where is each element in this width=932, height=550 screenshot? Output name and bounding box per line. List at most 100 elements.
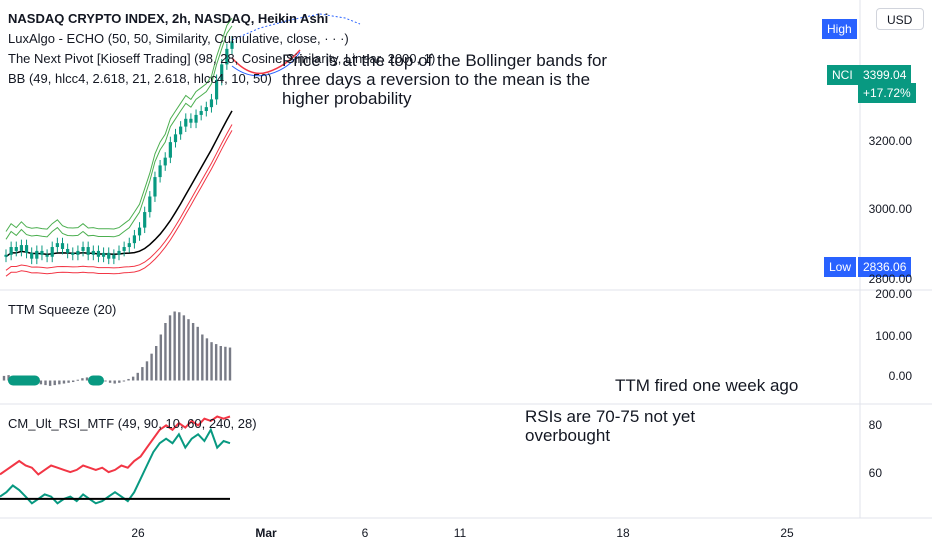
ttm-bar <box>178 312 181 381</box>
candle-body <box>55 243 59 248</box>
ttm-bar <box>2 375 6 381</box>
ttm-pane-label[interactable]: TTM Squeeze (20) <box>8 302 117 317</box>
bollinger-annotation-line-2: three days a reversion to the mean is th… <box>282 70 591 89</box>
candle-body <box>143 212 147 228</box>
candle-body <box>220 64 224 80</box>
ttm-bar <box>108 380 112 383</box>
bb-upper-inner <box>5 25 233 240</box>
candle-body <box>137 227 142 236</box>
indicator-echo-label[interactable]: LuxAlgo - ECHO (50, 50, Similarity, Cumu… <box>8 31 349 46</box>
time-axis-label: 26 <box>131 526 145 540</box>
candle-body <box>132 235 137 244</box>
candle-body <box>9 247 13 255</box>
rsi-axis-label: 60 <box>868 466 882 480</box>
candle-body <box>45 254 49 257</box>
nci-change-badge: +17.72% <box>858 83 916 103</box>
ttm-bar <box>71 380 75 383</box>
price-axis-label: 3200.00 <box>868 134 912 148</box>
bb-upper-band <box>5 17 233 232</box>
candle-body <box>86 247 90 255</box>
pivot-projection <box>231 13 361 77</box>
candle-body <box>168 142 172 158</box>
candle-body <box>24 245 29 253</box>
ttm-bar <box>164 323 167 381</box>
ttm-bar <box>67 380 70 383</box>
candle-body <box>214 79 219 100</box>
high-badge: High <box>822 19 857 39</box>
candle-body <box>199 111 203 115</box>
rsi-axis-label: 80 <box>868 418 882 432</box>
ttm-bar <box>182 315 186 381</box>
low-badge: Low <box>824 257 857 277</box>
candle-body <box>19 245 24 251</box>
ttm-annotation: TTM fired one week ago <box>615 376 799 395</box>
candle-body <box>184 118 188 127</box>
ttm-bar <box>214 344 218 381</box>
ttm-squeeze-dots <box>8 375 40 386</box>
candle-body <box>148 196 152 213</box>
candle-body <box>209 99 214 108</box>
candle-body <box>35 250 39 259</box>
rsi-line-green <box>0 427 231 505</box>
rsi-pane-label[interactable]: CM_Ult_RSI_MTF (49, 90, 10, 60, 240, 28) <box>8 416 257 431</box>
ttm-bar <box>159 334 163 381</box>
candle-body <box>40 250 44 255</box>
bollinger-annotation: Price is at the top of the Bollinger ban… <box>282 51 607 108</box>
ttm-squeeze-dots <box>88 375 104 386</box>
ttm-axis-label: 200.00 <box>875 287 912 301</box>
candle-body <box>76 250 80 255</box>
ttm-bar <box>224 346 227 381</box>
ttm-bar <box>39 380 43 385</box>
nci-symbol-badge: NCI <box>827 65 858 85</box>
symbol-title[interactable]: NASDAQ CRYPTO INDEX, 2h, NASDAQ, Heikin … <box>8 11 329 26</box>
ttm-bar <box>48 380 52 386</box>
candle-body <box>4 254 8 257</box>
ttm-bar <box>85 377 89 381</box>
bollinger-annotation-line-3: higher probability <box>282 89 412 108</box>
bb-lower-outer <box>5 130 233 277</box>
ttm-bar <box>113 380 116 384</box>
bb-lower-band <box>5 124 233 271</box>
rsi-line-red <box>0 415 231 476</box>
ttm-bar <box>7 375 10 381</box>
price-axis-label: 2800.00 <box>868 272 912 286</box>
candle-body <box>101 252 106 257</box>
candle-body <box>66 248 70 253</box>
candle-body <box>122 247 126 251</box>
ttm-bar <box>210 342 213 381</box>
indicator-next-pivot-label[interactable]: The Next Pivot [Kioseff Trading] (98, 28… <box>8 51 436 66</box>
candle-body <box>153 177 157 197</box>
ttm-bar <box>191 323 195 381</box>
ttm-bar <box>58 380 61 385</box>
time-axis-label: Mar <box>255 526 277 540</box>
ttm-axis-label: 0.00 <box>888 369 912 383</box>
ttm-bar <box>168 315 172 381</box>
ttm-bar <box>201 334 204 381</box>
candle-body <box>173 134 178 143</box>
rsi-annotation-line-1: RSIs are 70-75 not yet <box>525 407 696 426</box>
rsi-lines <box>0 415 231 505</box>
ttm-bar <box>44 380 47 386</box>
candle-body <box>96 250 101 257</box>
ttm-bar <box>155 346 158 381</box>
indicator-bb-label[interactable]: BB (49, hlcc4, 2.618, 21, 2.618, hlcc4, … <box>8 71 272 86</box>
ttm-bar <box>122 380 126 382</box>
candle-body <box>194 114 198 123</box>
candlesticks <box>4 36 234 265</box>
time-axis-label: 25 <box>780 526 794 540</box>
ttm-axis-label: 100.00 <box>875 329 912 343</box>
ttm-bar <box>62 380 66 384</box>
candle-body <box>163 157 167 166</box>
rsi-annotation: RSIs are 70-75 not yet overbought <box>525 407 695 445</box>
currency-button[interactable]: USD <box>876 8 924 30</box>
bollinger-annotation-line-1: Price is at the top of the Bollinger ban… <box>282 51 608 70</box>
candle-body <box>158 165 162 178</box>
candle-body <box>71 252 75 255</box>
pivot-projection-blue <box>231 51 301 77</box>
ttm-bar <box>118 380 121 383</box>
ttm-bar <box>196 326 199 381</box>
candle-body <box>204 107 208 112</box>
time-axis-label: 11 <box>453 526 467 540</box>
ttm-bar <box>141 367 144 381</box>
